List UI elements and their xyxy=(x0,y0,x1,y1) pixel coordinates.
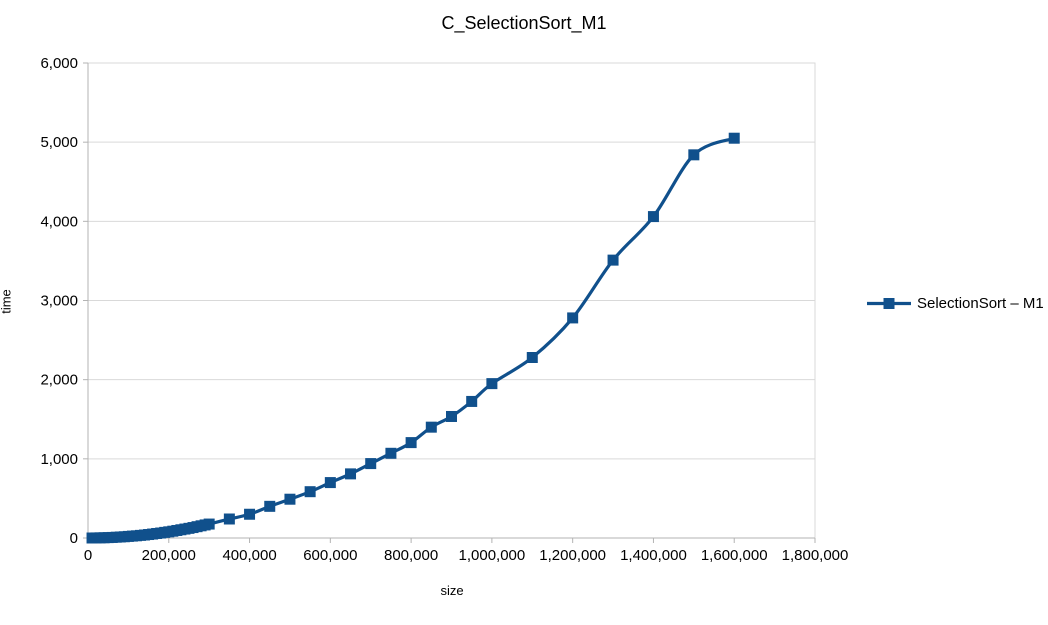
x-tick-label: 1,200,000 xyxy=(539,547,606,564)
data-point-marker xyxy=(223,513,235,525)
data-point-marker xyxy=(607,254,619,266)
data-point-marker xyxy=(526,352,538,363)
y-axis-title: time xyxy=(0,289,14,314)
x-tick-label: 800,000 xyxy=(384,547,438,564)
x-axis-title: size xyxy=(440,583,464,598)
data-point-marker xyxy=(324,477,336,489)
x-tick-label: 600,000 xyxy=(303,547,357,564)
data-point-marker xyxy=(728,132,740,144)
data-point-marker xyxy=(567,312,579,324)
series-line xyxy=(90,136,736,540)
data-point-marker xyxy=(405,437,417,449)
y-tick-label: 4,000 xyxy=(40,213,78,230)
x-tick-label: 200,000 xyxy=(142,547,196,564)
data-point-marker xyxy=(365,458,377,470)
data-point-marker xyxy=(345,468,357,480)
data-point-marker xyxy=(264,500,276,512)
x-tick-label: 400,000 xyxy=(222,547,276,564)
data-point-marker xyxy=(647,211,659,223)
y-tick-label: 2,000 xyxy=(40,372,78,389)
data-point-marker xyxy=(446,410,457,422)
y-tick-label: 0 xyxy=(70,530,78,547)
data-point-marker xyxy=(284,493,296,505)
legend-line-marker-icon xyxy=(867,298,911,309)
data-point-marker xyxy=(486,378,498,390)
x-tick-label: 1,600,000 xyxy=(701,547,768,564)
data-point-marker xyxy=(385,447,397,459)
data-point-marker xyxy=(466,395,478,407)
y-tick-label: 6,000 xyxy=(40,55,78,72)
legend: SelectionSort – M1 xyxy=(866,295,1044,312)
x-tick-label: 0 xyxy=(84,547,92,564)
data-point-marker xyxy=(304,486,316,498)
x-tick-label: 1,400,000 xyxy=(620,547,687,564)
x-tick-label: 1,000,000 xyxy=(459,547,526,564)
chart-title: C_SelectionSort_M1 xyxy=(441,13,607,33)
y-tick-label: 3,000 xyxy=(40,293,78,310)
data-point-marker xyxy=(244,508,256,520)
y-tick-label: 1,000 xyxy=(40,451,78,468)
legend-label: SelectionSort – M1 xyxy=(917,295,1044,312)
data-point-marker xyxy=(203,518,215,530)
data-point-marker xyxy=(425,421,437,433)
x-tick-label: 1,800,000 xyxy=(782,547,849,564)
legend-square-marker xyxy=(883,298,895,309)
y-tick-label: 5,000 xyxy=(40,134,78,151)
data-point-marker xyxy=(688,149,700,161)
